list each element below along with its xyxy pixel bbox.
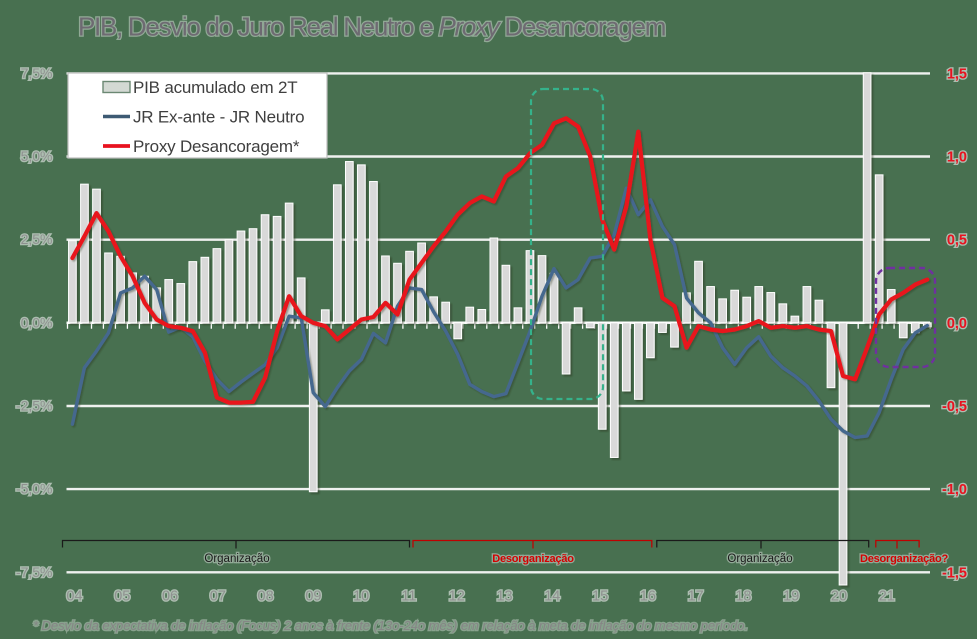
svg-text:20: 20: [831, 589, 847, 605]
svg-text:1,5: 1,5: [947, 66, 967, 82]
svg-text:15: 15: [592, 589, 608, 605]
svg-text:5,0%: 5,0%: [21, 148, 53, 164]
svg-text:-5,0%: -5,0%: [16, 481, 53, 497]
svg-text:Organização: Organização: [204, 553, 269, 565]
svg-text:Organização: Organização: [727, 553, 792, 565]
svg-text:0,5: 0,5: [947, 233, 967, 249]
svg-text:Desorganização: Desorganização: [492, 553, 574, 565]
svg-text:12: 12: [449, 589, 465, 605]
svg-text:17: 17: [688, 589, 704, 605]
svg-text:0,5: 0,5: [947, 233, 967, 249]
svg-text:Organização: Organização: [727, 553, 792, 565]
svg-text:17: 17: [688, 589, 704, 605]
svg-text:0,0%: 0,0%: [21, 314, 53, 330]
svg-text:JR Ex-ante - JR Neutro: JR Ex-ante - JR Neutro: [133, 108, 304, 127]
svg-text:11: 11: [401, 589, 416, 605]
svg-text:0,0%: 0,0%: [21, 314, 53, 330]
svg-text:Desorganização?: Desorganização?: [860, 553, 949, 565]
svg-text:1,0: 1,0: [947, 150, 967, 166]
svg-text:* Desvio da expectativa de inf: * Desvio da expectativa de inflação (Foc…: [33, 618, 748, 633]
svg-text:Organização: Organização: [204, 553, 269, 565]
svg-text:07: 07: [210, 589, 226, 605]
svg-text:13: 13: [496, 589, 512, 605]
svg-text:15: 15: [592, 589, 608, 605]
svg-text:13: 13: [496, 589, 512, 605]
svg-text:06: 06: [162, 589, 178, 605]
svg-text:Desorganização: Desorganização: [492, 553, 574, 565]
svg-text:PIB, Desvio do Juro Real Neutr: PIB, Desvio do Juro Real Neutro e Proxy …: [78, 12, 665, 42]
svg-text:PIB acumulado em 2T: PIB acumulado em 2T: [133, 78, 297, 97]
svg-text:09: 09: [305, 589, 321, 605]
svg-text:-0,5: -0,5: [942, 399, 967, 415]
svg-text:04: 04: [66, 589, 82, 605]
svg-text:2,5%: 2,5%: [21, 231, 53, 247]
svg-text:14: 14: [544, 589, 560, 605]
svg-text:-1,0: -1,0: [942, 482, 967, 498]
svg-text:10: 10: [353, 589, 369, 605]
svg-text:05: 05: [114, 589, 130, 605]
svg-text:11: 11: [401, 589, 416, 605]
svg-text:-7,5%: -7,5%: [16, 564, 53, 580]
svg-text:Proxy Desancoragem*: Proxy Desancoragem*: [133, 137, 300, 156]
svg-text:-1,5: -1,5: [942, 565, 967, 581]
svg-text:2,5%: 2,5%: [21, 231, 53, 247]
svg-text:-0,5: -0,5: [942, 399, 967, 415]
svg-text:1,0: 1,0: [947, 150, 967, 166]
svg-text:08: 08: [258, 589, 274, 605]
svg-text:21: 21: [879, 589, 895, 605]
svg-text:14: 14: [544, 589, 560, 605]
svg-text:10: 10: [353, 589, 369, 605]
svg-text:5,0%: 5,0%: [21, 148, 53, 164]
svg-text:18: 18: [735, 589, 751, 605]
svg-text:05: 05: [114, 589, 130, 605]
svg-text:09: 09: [305, 589, 321, 605]
svg-text:0,0: 0,0: [947, 316, 967, 332]
svg-text:08: 08: [258, 589, 274, 605]
svg-text:21: 21: [879, 589, 895, 605]
svg-text:0,0: 0,0: [947, 316, 967, 332]
svg-text:19: 19: [783, 589, 799, 605]
svg-text:16: 16: [640, 589, 656, 605]
svg-text:7,5%: 7,5%: [21, 65, 53, 81]
svg-text:7,5%: 7,5%: [21, 65, 53, 81]
svg-text:* Desvio da expectativa de inf: * Desvio da expectativa de inflação (Foc…: [33, 618, 748, 633]
svg-text:20: 20: [831, 589, 847, 605]
svg-text:12: 12: [449, 589, 465, 605]
svg-text:PIB, Desvio do Juro Real Neutr: PIB, Desvio do Juro Real Neutro e Proxy …: [78, 12, 665, 42]
svg-text:1,5: 1,5: [947, 66, 967, 82]
svg-text:-1,5: -1,5: [942, 565, 967, 581]
svg-text:04: 04: [66, 589, 82, 605]
svg-text:07: 07: [210, 589, 226, 605]
svg-text:16: 16: [640, 589, 656, 605]
svg-text:-2,5%: -2,5%: [16, 398, 53, 414]
svg-text:-2,5%: -2,5%: [16, 398, 53, 414]
svg-text:18: 18: [735, 589, 751, 605]
svg-text:-5,0%: -5,0%: [16, 481, 53, 497]
svg-text:Desorganização?: Desorganização?: [860, 553, 949, 565]
svg-text:19: 19: [783, 589, 799, 605]
svg-text:-7,5%: -7,5%: [16, 564, 53, 580]
svg-text:06: 06: [162, 589, 178, 605]
svg-text:-1,0: -1,0: [942, 482, 967, 498]
